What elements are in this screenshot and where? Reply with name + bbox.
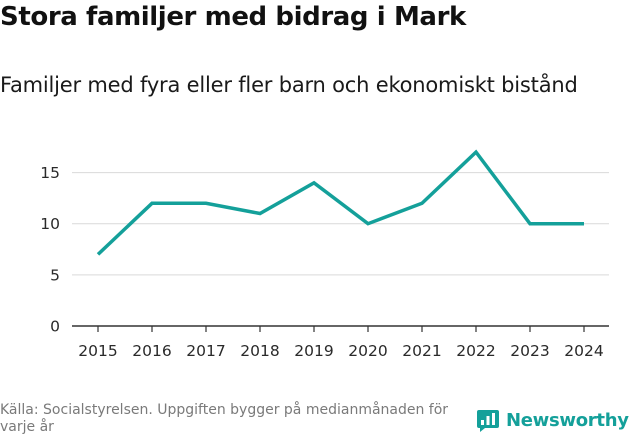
- x-tick-label-2018: 2018: [240, 342, 279, 360]
- line-chart: 0 5 10 15 2015 2016 2017 2018 2019 2020 2021 2022 20…: [40, 149, 609, 360]
- x-tick-label-2022: 2022: [456, 342, 495, 360]
- brand-name: Newsworthy: [506, 409, 629, 431]
- tick-labels: 0 5 10 15 2015 2016 2017 2018 2019 2020 2021 2022 20…: [40, 164, 603, 360]
- x-tick-label-2020: 2020: [348, 342, 387, 360]
- series-layer: [96, 149, 585, 256]
- y-tick-label-5: 5: [50, 266, 60, 284]
- chart-title: Stora familjer med bidrag i Mark: [0, 2, 466, 32]
- x-tick-label-2023: 2023: [510, 342, 549, 360]
- x-tick-label-2017: 2017: [186, 342, 225, 360]
- chart-subtitle: Familjer med fyra eller fler barn och ek…: [0, 73, 578, 97]
- series-line-0: [96, 149, 584, 256]
- source-note: Källa: Socialstyrelsen. Uppgiften bygger…: [0, 402, 449, 435]
- x-tick-label-2015: 2015: [78, 342, 117, 360]
- y-tick-label-0: 0: [50, 318, 60, 336]
- y-tick-label-15: 15: [40, 164, 60, 182]
- y-tick-label-10: 10: [40, 215, 60, 233]
- axes: [72, 325, 609, 332]
- newsworthy-logo-icon: [477, 410, 499, 432]
- x-tick-label-2016: 2016: [132, 342, 171, 360]
- x-tick-label-2019: 2019: [294, 342, 333, 360]
- x-tick-label-2024: 2024: [564, 342, 603, 360]
- gridlines: [72, 172, 609, 276]
- newsworthy-logo: Newsworthy: [476, 408, 629, 432]
- x-tick-label-2021: 2021: [402, 342, 441, 360]
